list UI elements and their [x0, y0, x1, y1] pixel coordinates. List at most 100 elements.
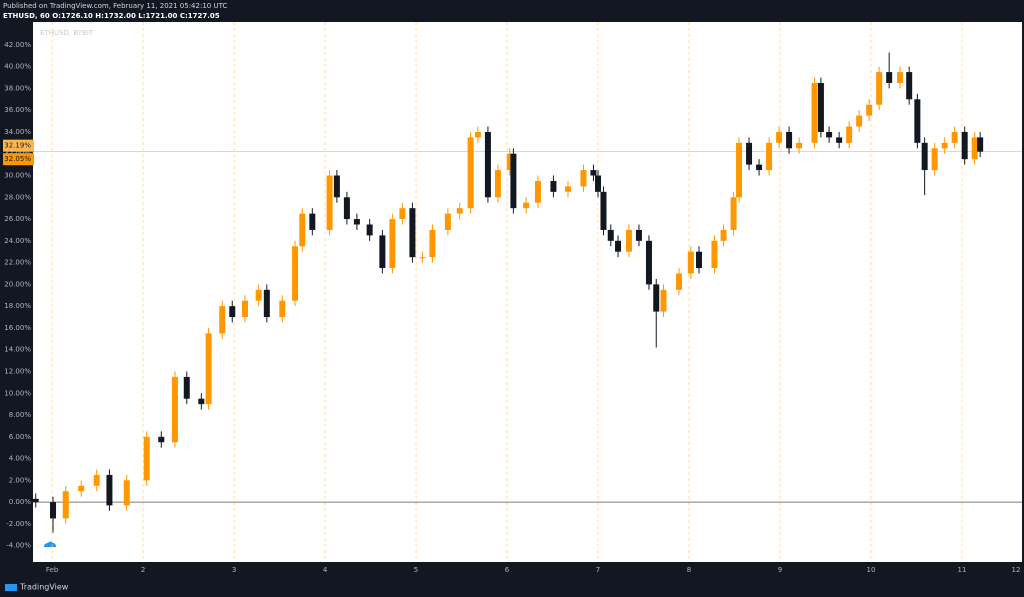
candle-body: [399, 208, 406, 220]
y-tick-label: 42.00%: [4, 41, 31, 49]
candle-body: [766, 142, 773, 171]
candle-body: [675, 273, 682, 290]
candle-body: [977, 137, 984, 152]
y-tick-label: 24.00%: [4, 237, 31, 245]
candle-body: [409, 208, 416, 258]
candle-body: [906, 72, 913, 100]
candle-body: [897, 72, 904, 83]
logo-icon: [44, 541, 56, 547]
candle-body: [817, 82, 824, 132]
candle-body: [205, 333, 212, 405]
candle-body: [158, 436, 165, 443]
candle-body: [183, 376, 190, 399]
x-tick-label: 8: [687, 566, 691, 574]
candle-body: [951, 131, 958, 143]
price-label: 32.05%: [4, 155, 31, 163]
candle-body: [786, 131, 793, 149]
x-tick-label: 9: [778, 566, 782, 574]
published-text: Published on TradingView.com, February 1…: [3, 2, 227, 10]
candle-body: [720, 229, 727, 241]
y-tick-label: 10.00%: [4, 389, 31, 397]
candle-body: [494, 170, 501, 198]
y-tick-label: 34.00%: [4, 128, 31, 136]
candle-body: [171, 376, 178, 443]
candle-body: [229, 306, 236, 318]
y-tick-label: 22.00%: [4, 259, 31, 267]
candle-body: [219, 306, 226, 334]
candle-body: [506, 153, 513, 171]
candle-body: [299, 213, 306, 247]
y-tick-label: 28.00%: [4, 193, 31, 201]
symbol-text: ETHUSD, 60 O:1726.10 H:1732.00 L:1721.00…: [3, 12, 220, 20]
price-label: 32.19%: [4, 142, 31, 150]
y-tick-label: -2.00%: [6, 520, 31, 528]
candle-body: [653, 284, 660, 312]
candle-body: [550, 180, 557, 192]
candle-body: [263, 289, 270, 318]
y-tick-label: 2.00%: [9, 476, 32, 484]
watermark: ETHUSD, BYBIT: [40, 29, 94, 37]
x-tick-label: Feb: [46, 566, 59, 574]
candle-body: [856, 115, 863, 127]
candle-body: [474, 131, 481, 138]
candle-body: [811, 82, 818, 143]
candle-body: [600, 191, 607, 230]
candle-body: [353, 219, 360, 225]
candle-body: [32, 498, 39, 503]
x-tick-label: 12: [1012, 566, 1021, 574]
x-tick-label: 7: [596, 566, 600, 574]
candle-body: [456, 208, 463, 214]
candle-body: [444, 213, 451, 230]
candle-body: [523, 202, 530, 209]
y-tick-label: 0.00%: [9, 498, 32, 506]
y-tick-label: 20.00%: [4, 280, 31, 288]
candle-body: [580, 170, 587, 187]
x-tick-label: 5: [414, 566, 418, 574]
y-tick-label: 40.00%: [4, 63, 31, 71]
candle-body: [564, 186, 571, 192]
candle-body: [914, 99, 921, 143]
candle-body: [333, 175, 340, 198]
candle-body: [836, 137, 843, 143]
candle-body: [736, 142, 743, 198]
y-tick-label: 18.00%: [4, 302, 31, 310]
candle-body: [198, 398, 205, 405]
y-tick-label: 6.00%: [9, 433, 32, 441]
candle-body: [343, 197, 350, 220]
candle-body: [971, 137, 978, 160]
candle-body: [660, 289, 667, 312]
candle-body: [590, 170, 597, 176]
candle-body: [730, 197, 737, 230]
candle-body: [93, 474, 100, 486]
price-label-box: [3, 153, 34, 166]
candle-body: [866, 104, 873, 116]
candle-body: [615, 240, 622, 252]
candle-body: [941, 142, 948, 149]
x-tick-label: 2: [141, 566, 145, 574]
candle-body: [886, 72, 893, 83]
y-tick-label: 26.00%: [4, 215, 31, 223]
candle-body: [931, 148, 938, 171]
candle-body: [255, 289, 262, 301]
y-tick-label: 36.00%: [4, 106, 31, 114]
candle-body: [50, 502, 57, 519]
candle-body: [366, 224, 373, 236]
candle-body: [711, 240, 718, 269]
y-tick-label: 12.00%: [4, 367, 31, 375]
candle-body: [746, 142, 753, 165]
candle-body: [595, 175, 602, 192]
y-tick-label: 38.00%: [4, 84, 31, 92]
candle-body: [467, 137, 474, 209]
candle-body: [309, 213, 316, 230]
candle-body: [78, 485, 85, 492]
candle-body: [429, 229, 436, 258]
brand-icon: [5, 584, 17, 591]
candle-body: [696, 251, 703, 269]
candle-body: [756, 164, 763, 171]
candle-body: [921, 142, 928, 171]
candle-body: [796, 142, 803, 149]
brand: TradingView: [19, 583, 69, 592]
candle-body: [419, 257, 426, 259]
x-tick-label: 10: [867, 566, 876, 574]
